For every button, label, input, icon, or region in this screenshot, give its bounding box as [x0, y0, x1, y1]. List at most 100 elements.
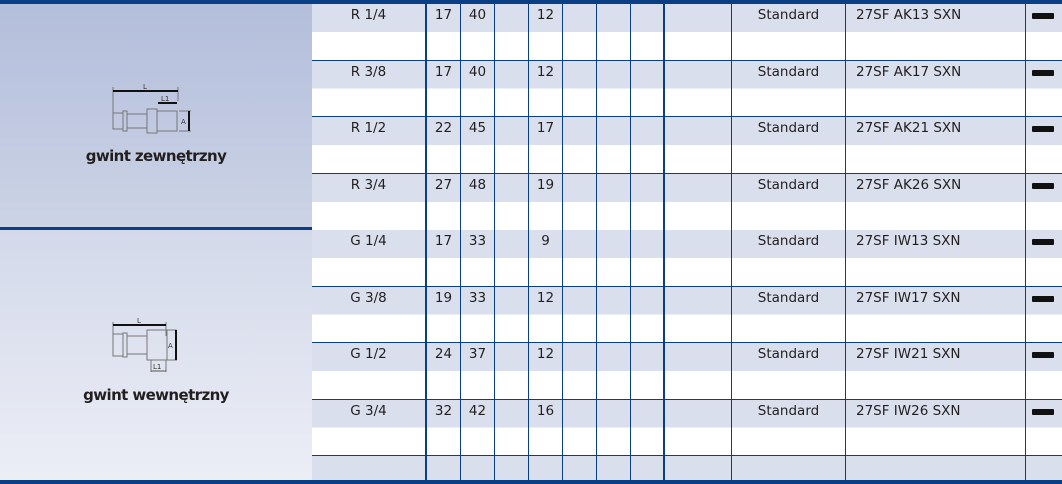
cell-code: 27SF AK13 SXN — [846, 4, 1026, 60]
cell-thread: G 1/2 — [312, 343, 427, 399]
cell-c3 — [495, 456, 529, 480]
cell-c4: 12 — [529, 343, 563, 399]
cell-empty — [631, 399, 665, 455]
cell-thread: G 1/4 — [312, 230, 427, 286]
cell-type: Standard — [732, 286, 846, 342]
cell-c4: 16 — [529, 399, 563, 455]
cell-c3 — [495, 60, 529, 116]
cell-c4 — [529, 456, 563, 480]
cell-c4: 9 — [529, 230, 563, 286]
table-row: R 1/2 22 45 17 Standard 27SF AK21 SXN — [312, 117, 1062, 174]
cell-code — [846, 456, 1026, 480]
external-thread-fitting-drawing: L L1 A — [112, 83, 191, 133]
cell-empty — [597, 4, 631, 60]
dim-L1: L1 — [153, 363, 161, 371]
black-bar-icon — [1032, 295, 1054, 302]
cell-c2: 33 — [461, 286, 495, 342]
cell-empty — [631, 60, 665, 116]
dim-L1: L1 — [161, 95, 169, 103]
black-bar-icon — [1032, 69, 1054, 76]
cell-code: 27SF IW17 SXN — [846, 286, 1026, 342]
cell-code: 27SF IW26 SXN — [846, 399, 1026, 455]
cell-c4: 19 — [529, 173, 563, 230]
cell-c2: 45 — [461, 117, 495, 173]
cell-type: Standard — [732, 230, 846, 286]
cell-c1: 32 — [427, 399, 461, 455]
cell-c4: 12 — [529, 4, 563, 60]
cell-icon — [1026, 287, 1062, 343]
cell-empty — [597, 230, 631, 286]
cell-empty — [665, 286, 732, 342]
section-label: gwint wewnętrzny — [83, 386, 229, 404]
black-bar-icon — [1032, 239, 1054, 245]
cell-c2 — [461, 456, 495, 480]
cell-empty — [563, 286, 597, 342]
dim-L: L — [143, 83, 147, 91]
cell-icon — [1026, 117, 1062, 173]
bottom-border — [0, 480, 1062, 484]
black-bar-icon — [1032, 126, 1054, 132]
cell-empty — [563, 456, 597, 480]
cell-c2: 42 — [461, 399, 495, 455]
cell-type — [732, 456, 846, 480]
cell-icon — [1026, 174, 1062, 231]
cell-c2: 33 — [461, 230, 495, 286]
cell-thread: R 1/2 — [312, 117, 427, 173]
cell-thread: R 3/4 — [312, 173, 427, 230]
table-row: G 1/2 24 37 12 Standard 27SF IW21 SXN — [312, 343, 1062, 400]
cell-c3 — [495, 230, 529, 286]
cell-icon — [1026, 230, 1062, 286]
cell-code: 27SF IW21 SXN — [846, 343, 1026, 399]
cell-empty — [665, 230, 732, 286]
cell-empty — [597, 173, 631, 230]
cell-icon — [1026, 400, 1062, 456]
cell-c3 — [495, 4, 529, 60]
cell-empty — [631, 173, 665, 230]
cell-empty — [597, 286, 631, 342]
cell-c1 — [427, 456, 461, 480]
cell-empty — [631, 343, 665, 399]
cell-thread: R 3/8 — [312, 60, 427, 116]
black-bar-icon — [1032, 182, 1054, 189]
cell-empty — [563, 4, 597, 60]
cell-empty — [563, 173, 597, 230]
cell-c2: 37 — [461, 343, 495, 399]
cell-empty — [597, 343, 631, 399]
cell-c2: 40 — [461, 4, 495, 60]
cell-empty — [563, 343, 597, 399]
cell-empty — [597, 117, 631, 173]
cell-code: 27SF AK21 SXN — [846, 117, 1026, 173]
cell-empty — [665, 117, 732, 173]
cell-c3 — [495, 286, 529, 342]
cell-icon — [1026, 61, 1062, 117]
cell-c1: 27 — [427, 173, 461, 230]
cell-icon — [1026, 343, 1062, 399]
cell-empty — [665, 343, 732, 399]
top-border — [0, 0, 1062, 4]
cell-empty — [631, 117, 665, 173]
external-thread-panel: L L1 A gwint zewnętrzny — [0, 4, 312, 227]
cell-empty — [631, 286, 665, 342]
cell-thread: G 3/8 — [312, 286, 427, 342]
cell-c4: 17 — [529, 117, 563, 173]
cell-empty — [665, 60, 732, 116]
external-thread-table: R 1/4 17 40 12 Standard 27SF AK13 SXN R 3/8 17 4… — [312, 4, 1062, 230]
section-label: gwint zewnętrzny — [85, 146, 227, 165]
cell-thread: G 3/4 — [312, 399, 427, 455]
cell-c4: 12 — [529, 286, 563, 342]
cell-empty — [665, 456, 732, 480]
cell-empty — [563, 230, 597, 286]
cell-empty — [597, 399, 631, 455]
cell-c2: 40 — [461, 60, 495, 116]
cell-empty — [563, 399, 597, 455]
filler-row — [312, 456, 1062, 480]
cell-empty — [597, 456, 631, 480]
cell-code: 27SF AK17 SXN — [846, 60, 1026, 116]
cell-thread — [312, 456, 427, 480]
cell-empty — [631, 4, 665, 60]
cell-c3 — [495, 117, 529, 173]
cell-type: Standard — [732, 60, 846, 116]
cell-type: Standard — [732, 173, 846, 230]
cell-empty — [665, 173, 732, 230]
cell-type: Standard — [732, 343, 846, 399]
